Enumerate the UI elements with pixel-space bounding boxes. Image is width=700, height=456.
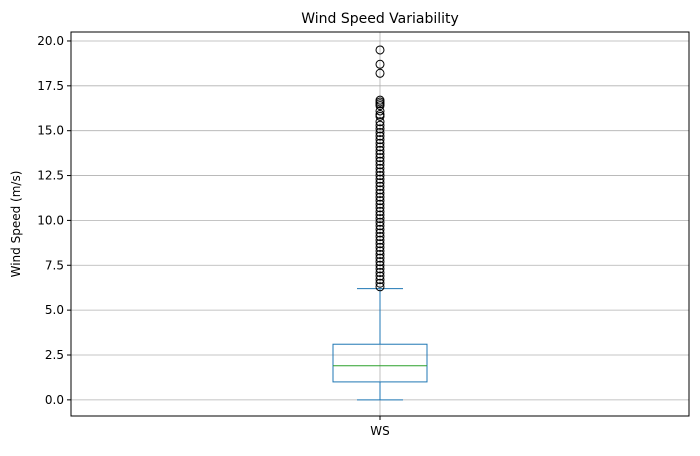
outlier-point: [375, 181, 385, 191]
outlier-point: [375, 267, 385, 277]
outlier-point: [375, 232, 385, 242]
outlier-point: [375, 135, 385, 145]
x-tick-label: WS: [370, 424, 389, 438]
outlier-point: [375, 224, 385, 234]
y-tick-label: 12.5: [37, 169, 64, 183]
outlier-point: [375, 120, 385, 130]
y-axis-ticks: 0.0 2.5 5.0 7.5 10.0 12.5 15.0 17.5 20.0: [37, 34, 71, 407]
outlier-point: [375, 257, 385, 267]
outlier-point: [375, 153, 385, 163]
outlier-point: [375, 250, 385, 260]
outlier-point: [375, 171, 385, 181]
outlier-point: [375, 142, 385, 152]
y-tick-label: 5.0: [45, 303, 64, 317]
outlier-point: [375, 160, 385, 170]
x-axis-ticks: WS: [370, 416, 390, 438]
outlier-point: [375, 68, 385, 78]
y-tick-label: 7.5: [45, 258, 64, 272]
outlier-point: [375, 138, 385, 148]
plot-frame: [70, 31, 690, 417]
outlier-points: [375, 45, 385, 292]
y-tick-label: 10.0: [37, 213, 64, 227]
outlier-point: [375, 264, 385, 274]
outlier-point: [375, 131, 385, 141]
outlier-point: [375, 239, 385, 249]
outlier-point: [375, 45, 385, 55]
outlier-point: [375, 278, 385, 288]
outlier-point: [375, 196, 385, 206]
y-tick-label: 2.5: [45, 348, 64, 362]
y-tick-label: 17.5: [37, 79, 64, 93]
outlier-point: [375, 203, 385, 213]
outlier-point: [375, 101, 385, 111]
outlier-point: [375, 242, 385, 252]
outlier-point: [375, 282, 385, 292]
outlier-point: [375, 127, 385, 137]
outlier-point: [375, 210, 385, 220]
y-tick-label: 15.0: [37, 124, 64, 138]
outlier-point: [375, 221, 385, 231]
outlier-point: [375, 145, 385, 155]
outlier-point: [375, 246, 385, 256]
outlier-point: [375, 192, 385, 202]
outlier-point: [375, 167, 385, 177]
grid-lines: [71, 32, 689, 416]
outlier-point: [375, 111, 385, 121]
outlier-point: [375, 275, 385, 285]
outlier-point: [375, 149, 385, 159]
outlier-point: [375, 188, 385, 198]
outlier-point: [375, 117, 385, 127]
outlier-point: [375, 185, 385, 195]
outlier-point: [375, 124, 385, 134]
outlier-point: [375, 174, 385, 184]
y-tick-label: 0.0: [45, 393, 64, 407]
outlier-point: [375, 260, 385, 270]
outlier-point: [375, 253, 385, 263]
outlier-point: [375, 271, 385, 281]
outlier-point: [375, 217, 385, 227]
iqr-box: [332, 343, 428, 383]
y-tick-label: 20.0: [37, 34, 64, 48]
outlier-point: [375, 106, 385, 116]
outlier-point: [375, 178, 385, 188]
outlier-point: [375, 235, 385, 245]
outlier-point: [375, 156, 385, 166]
outlier-point: [375, 59, 385, 69]
outlier-point: [375, 228, 385, 238]
outlier-point: [375, 214, 385, 224]
y-axis-label: Wind Speed (m/s): [9, 171, 23, 278]
outlier-point: [375, 199, 385, 209]
outlier-point: [375, 206, 385, 216]
box-plot-ws: [332, 288, 428, 401]
chart-title: Wind Speed Variability: [301, 11, 459, 27]
outlier-point: [375, 163, 385, 173]
